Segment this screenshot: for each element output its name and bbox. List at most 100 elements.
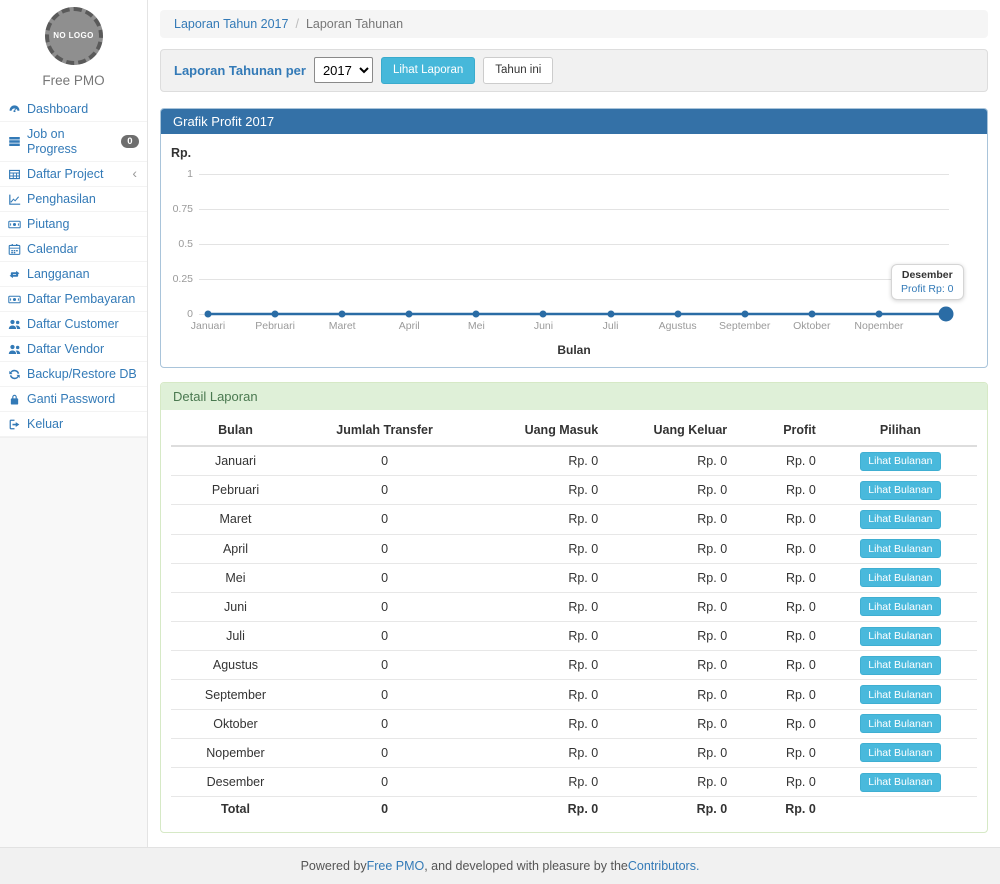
table-icon <box>8 168 21 181</box>
sidebar-item-calendar[interactable]: Calendar <box>0 237 147 262</box>
cell-jumlah-transfer: 0 <box>300 505 469 534</box>
data-point-januari[interactable] <box>205 310 212 317</box>
sidebar-item-label: Job on Progress <box>27 127 115 157</box>
data-point-april[interactable] <box>406 310 413 317</box>
cell-profit: Rp. 0 <box>735 680 824 709</box>
sidebar-item-job-on-progress[interactable]: Job on Progress0 <box>0 122 147 162</box>
y-tick-label: 0.5 <box>165 238 193 250</box>
cell-jumlah-transfer: 0 <box>300 534 469 563</box>
footer-brand-link[interactable]: Free PMO <box>367 859 425 873</box>
sidebar-item-daftar-customer[interactable]: Daftar Customer <box>0 312 147 337</box>
view-month-button-desember[interactable]: Lihat Bulanan <box>860 773 940 792</box>
sidebar-item-daftar-project[interactable]: Daftar Project‹ <box>0 162 147 187</box>
cell-uang-keluar: Rp. 0 <box>606 505 735 534</box>
chart-tooltip: DesemberProfit Rp: 0 <box>891 264 964 300</box>
cell-uang-keluar: Rp. 0 <box>606 534 735 563</box>
refresh-icon <box>8 368 21 381</box>
cell-pilihan: Lihat Bulanan <box>824 592 977 621</box>
report-detail-panel: Detail Laporan Bulan Jumlah Transfer Uan… <box>160 382 988 833</box>
total-jumlah-transfer: 0 <box>300 797 469 821</box>
view-month-button-april[interactable]: Lihat Bulanan <box>860 539 940 558</box>
view-month-button-agustus[interactable]: Lihat Bulanan <box>860 656 940 675</box>
chart-x-axis-label: Bulan <box>199 343 949 357</box>
cell-uang-keluar: Rp. 0 <box>606 768 735 797</box>
table-row: Maret0Rp. 0Rp. 0Rp. 0Lihat Bulanan <box>171 505 977 534</box>
cell-bulan: Nopember <box>171 738 300 767</box>
total-uang-masuk: Rp. 0 <box>469 797 606 821</box>
cell-profit: Rp. 0 <box>735 592 824 621</box>
y-tick-label: 0 <box>165 308 193 320</box>
view-month-button-juli[interactable]: Lihat Bulanan <box>860 627 940 646</box>
sidebar-item-daftar-vendor[interactable]: Daftar Vendor <box>0 337 147 362</box>
sidebar-header: NO LOGO Free PMO DashboardJob on Progres… <box>0 0 147 438</box>
sidebar-item-label: Daftar Pembayaran <box>27 292 135 307</box>
cell-uang-keluar: Rp. 0 <box>606 738 735 767</box>
col-header-profit: Profit <box>735 415 824 446</box>
data-point-desember[interactable] <box>939 306 954 321</box>
cell-uang-masuk: Rp. 0 <box>469 476 606 505</box>
retweet-icon <box>8 268 21 281</box>
footer-contributors-link[interactable]: Contributors. <box>628 859 700 873</box>
cell-jumlah-transfer: 0 <box>300 476 469 505</box>
cell-uang-masuk: Rp. 0 <box>469 738 606 767</box>
cell-uang-keluar: Rp. 0 <box>606 651 735 680</box>
view-month-button-pebruari[interactable]: Lihat Bulanan <box>860 481 940 500</box>
data-point-agustus[interactable] <box>674 310 681 317</box>
total-uang-keluar: Rp. 0 <box>606 797 735 821</box>
cell-profit: Rp. 0 <box>735 768 824 797</box>
main-content: Laporan Tahun 2017/Laporan Tahunan Lapor… <box>148 0 1000 847</box>
data-point-nopember[interactable] <box>875 310 882 317</box>
sidebar-item-piutang[interactable]: Piutang <box>0 212 147 237</box>
year-select[interactable]: 2017 <box>314 57 373 83</box>
view-month-button-januari[interactable]: Lihat Bulanan <box>860 452 940 471</box>
view-month-button-nopember[interactable]: Lihat Bulanan <box>860 743 940 762</box>
cell-uang-masuk: Rp. 0 <box>469 622 606 651</box>
data-point-mei[interactable] <box>473 310 480 317</box>
sidebar-item-dashboard[interactable]: Dashboard <box>0 97 147 122</box>
data-point-maret[interactable] <box>339 310 346 317</box>
data-point-juli[interactable] <box>607 310 614 317</box>
current-year-button[interactable]: Tahun ini <box>483 57 553 84</box>
breadcrumb-link-laporan-tahun[interactable]: Laporan Tahun 2017 <box>174 17 288 31</box>
cell-jumlah-transfer: 0 <box>300 622 469 651</box>
view-month-button-maret[interactable]: Lihat Bulanan <box>860 510 940 529</box>
data-point-september[interactable] <box>741 310 748 317</box>
sidebar-item-keluar[interactable]: Keluar <box>0 412 147 437</box>
cell-pilihan: Lihat Bulanan <box>824 768 977 797</box>
sidebar-item-langganan[interactable]: Langganan <box>0 262 147 287</box>
profit-chart-body: Rp. 10.750.50.250JanuariPebruariMaretApr… <box>161 134 987 367</box>
cell-pilihan: Lihat Bulanan <box>824 651 977 680</box>
report-table: Bulan Jumlah Transfer Uang Masuk Uang Ke… <box>171 415 977 820</box>
sidebar-item-ganti-password[interactable]: Ganti Password <box>0 387 147 412</box>
x-tick-label: Juli <box>603 320 619 332</box>
sidebar-item-daftar-pembayaran[interactable]: Daftar Pembayaran <box>0 287 147 312</box>
cell-uang-masuk: Rp. 0 <box>469 446 606 476</box>
table-row: Agustus0Rp. 0Rp. 0Rp. 0Lihat Bulanan <box>171 651 977 680</box>
cell-uang-masuk: Rp. 0 <box>469 534 606 563</box>
data-point-pebruari[interactable] <box>272 310 279 317</box>
view-month-button-oktober[interactable]: Lihat Bulanan <box>860 714 940 733</box>
data-point-oktober[interactable] <box>808 310 815 317</box>
cell-uang-masuk: Rp. 0 <box>469 505 606 534</box>
view-report-button[interactable]: Lihat Laporan <box>381 57 475 84</box>
chart-y-axis-label: Rp. <box>171 146 979 160</box>
sidebar-item-penghasilan[interactable]: Penghasilan <box>0 187 147 212</box>
report-detail-title: Detail Laporan <box>161 383 987 410</box>
cell-uang-keluar: Rp. 0 <box>606 709 735 738</box>
cell-pilihan: Lihat Bulanan <box>824 680 977 709</box>
cell-profit: Rp. 0 <box>735 476 824 505</box>
sidebar-item-label: Backup/Restore DB <box>27 367 137 382</box>
table-header-row: Bulan Jumlah Transfer Uang Masuk Uang Ke… <box>171 415 977 446</box>
cell-uang-keluar: Rp. 0 <box>606 563 735 592</box>
cell-bulan: Januari <box>171 446 300 476</box>
view-month-button-mei[interactable]: Lihat Bulanan <box>860 568 940 587</box>
sidebar-item-backup-restore-db[interactable]: Backup/Restore DB <box>0 362 147 387</box>
sign-out-icon <box>8 418 21 431</box>
report-table-wrap: Bulan Jumlah Transfer Uang Masuk Uang Ke… <box>161 410 987 832</box>
cell-pilihan: Lihat Bulanan <box>824 738 977 767</box>
data-point-juni[interactable] <box>540 310 547 317</box>
view-month-button-juni[interactable]: Lihat Bulanan <box>860 597 940 616</box>
cell-bulan: Agustus <box>171 651 300 680</box>
view-month-button-september[interactable]: Lihat Bulanan <box>860 685 940 704</box>
sidebar: NO LOGO Free PMO DashboardJob on Progres… <box>0 0 148 847</box>
